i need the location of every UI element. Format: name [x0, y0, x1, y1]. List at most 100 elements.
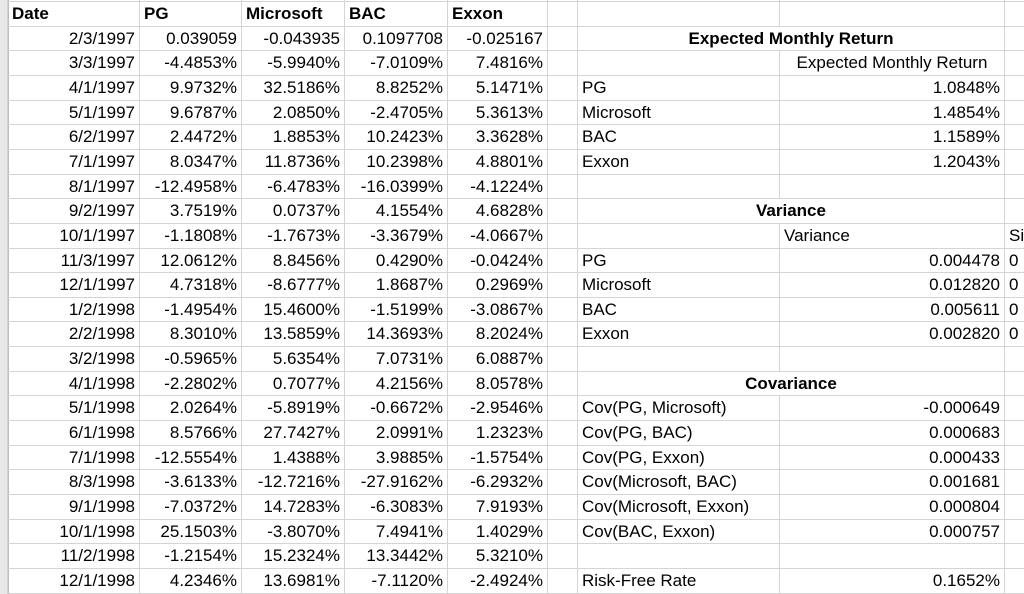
label-cell: BAC [582, 127, 617, 147]
return-cell: 25.1503% [160, 521, 237, 541]
return-cell: -7.0372% [164, 497, 237, 516]
return-cell: 13.5859% [263, 324, 340, 344]
return-cell: 14.7283% [263, 497, 340, 516]
grid-line [8, 543, 1024, 545]
return-cell: -12.4958% [154, 176, 237, 196]
return-cell: -0.0424% [470, 250, 543, 270]
value-cell: 0 [1009, 250, 1019, 270]
return-cell: 2.4472% [169, 127, 237, 147]
date-cell: 9/1/1998 [68, 497, 135, 516]
grid-line [8, 1, 1024, 2]
column-header: BAC [349, 4, 386, 23]
label-cell: Risk-Free Rate [582, 570, 697, 590]
return-cell: 8.2024% [475, 324, 543, 344]
grid-line [447, 0, 448, 594]
value-cell: 1.2043% [932, 151, 1000, 171]
return-cell: 8.8252% [375, 77, 443, 97]
return-cell: 4.1554% [375, 201, 443, 221]
return-cell: 10.2423% [366, 127, 443, 147]
return-cell: 9.6787% [169, 102, 237, 122]
return-cell: -0.025167 [466, 28, 543, 48]
grid-line [8, 321, 1024, 323]
return-cell: -1.2154% [164, 546, 237, 566]
return-cell: -5.8919% [267, 398, 340, 418]
date-cell: 4/1/1998 [68, 373, 135, 393]
date-cell: 8/1/1997 [68, 176, 135, 196]
grid-line [8, 50, 1024, 52]
return-cell: 0.7077% [272, 373, 340, 393]
date-cell: 12/1/1997 [59, 275, 135, 295]
label-cell: Cov(PG, Exxon) [582, 447, 705, 467]
return-cell: -12.5554% [154, 447, 237, 467]
grid-line [8, 296, 1024, 298]
label-cell: Cov(Microsoft, Exxon) [582, 497, 750, 516]
return-cell: -7.1120% [371, 570, 443, 590]
return-cell: 0.2969% [475, 275, 543, 295]
return-cell: -2.2802% [164, 373, 237, 393]
return-cell: -4.1224% [470, 176, 543, 196]
value-cell: 0.000683 [929, 423, 1000, 443]
return-cell: 27.7427% [263, 423, 340, 443]
return-cell: 8.0578% [475, 373, 543, 393]
grid-line [8, 469, 1024, 471]
return-cell: 4.7318% [169, 275, 237, 295]
return-cell: -12.7216% [257, 472, 340, 492]
return-cell: -4.0667% [470, 225, 543, 245]
return-cell: 5.3613% [475, 102, 543, 122]
return-cell: 2.0850% [272, 102, 340, 122]
return-cell: 4.8801% [475, 151, 543, 171]
return-cell: 0.4290% [375, 250, 443, 270]
return-cell: -0.6672% [370, 398, 443, 418]
grid-line [8, 420, 1024, 422]
return-cell: 1.4029% [475, 521, 543, 541]
return-cell: 1.2323% [475, 423, 543, 443]
column-header: Date [12, 4, 49, 23]
grid-line [8, 222, 1024, 224]
grid-line [8, 592, 1024, 594]
section-title: Variance [578, 199, 1004, 223]
return-cell: 11.8736% [264, 151, 340, 171]
column-header: Variance [784, 225, 850, 245]
date-cell: 2/3/1997 [68, 28, 135, 48]
return-cell: 7.9193% [475, 497, 543, 516]
return-cell: -0.043935 [263, 28, 340, 48]
return-cell: -0.5965% [164, 349, 237, 369]
grid-line [8, 346, 1024, 348]
return-cell: -1.4954% [164, 299, 237, 319]
return-cell: -1.1808% [164, 225, 237, 245]
column-header: Exxon [452, 4, 504, 23]
value-cell: -0.000649 [923, 398, 1000, 418]
return-cell: 8.8456% [272, 250, 340, 270]
return-cell: 8.3010% [169, 324, 237, 344]
return-cell: 6.0887% [475, 349, 543, 369]
grid-line [8, 198, 1024, 200]
return-cell: 0.0737% [272, 201, 340, 221]
value-cell: 0.000433 [929, 447, 1000, 467]
return-cell: 7.4816% [475, 53, 543, 73]
return-cell: -8.6777% [267, 275, 340, 295]
date-cell: 10/1/1998 [59, 521, 135, 541]
date-cell: 3/2/1998 [68, 349, 135, 369]
value-cell: 0 [1009, 275, 1019, 295]
grid-line [8, 395, 1024, 397]
label-cell: PG [582, 250, 607, 270]
return-cell: 10.2398% [366, 151, 443, 171]
return-cell: 14.3693% [366, 324, 443, 344]
column-header: Si [1009, 225, 1024, 245]
return-cell: 1.8853% [272, 127, 340, 147]
date-cell: 4/1/1997 [68, 77, 135, 97]
return-cell: 13.3442% [366, 546, 443, 566]
grid-line [241, 0, 242, 594]
grid-line [8, 25, 1024, 27]
grid-line [8, 99, 1024, 101]
grid-line [1004, 0, 1005, 594]
date-cell: 10/1/1997 [59, 225, 135, 245]
return-cell: 15.2324% [263, 546, 340, 566]
date-cell: 8/3/1998 [68, 472, 135, 492]
return-cell: -5.9940% [267, 53, 340, 73]
date-cell: 9/2/1997 [68, 201, 135, 221]
return-cell: 1.4388% [272, 447, 340, 467]
label-cell: Cov(Microsoft, BAC) [582, 472, 737, 492]
grid-line [8, 173, 1024, 175]
return-cell: 8.0347% [169, 151, 237, 171]
